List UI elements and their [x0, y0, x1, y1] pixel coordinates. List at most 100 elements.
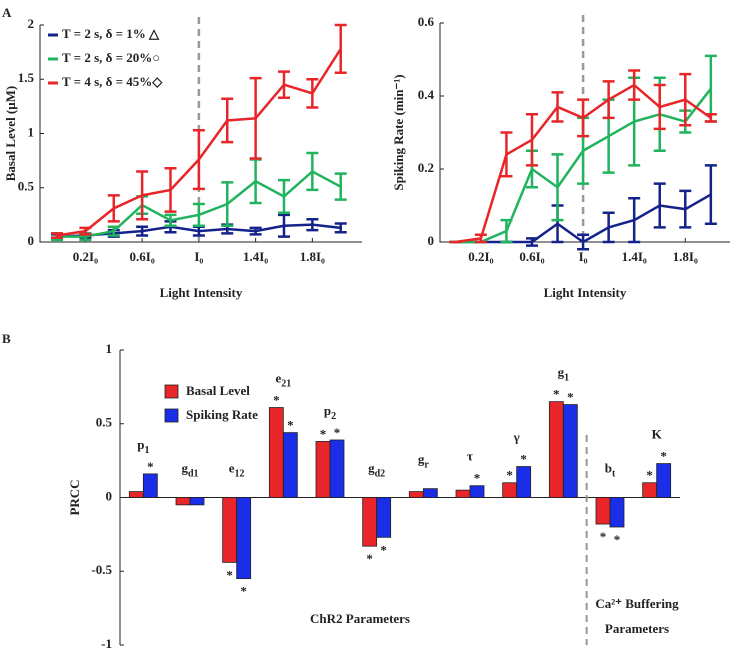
- y-tick-label: 0.5: [18, 179, 35, 194]
- category-label: gd1: [181, 460, 198, 479]
- x-axis-label: Light Intensity: [544, 285, 627, 300]
- significance-star: *: [334, 425, 341, 440]
- y-tick-label: 1: [28, 124, 35, 139]
- error-bar: [474, 233, 487, 244]
- bar: [516, 466, 532, 498]
- bar: [315, 441, 331, 498]
- error-bar: [551, 91, 564, 123]
- bar: [422, 488, 438, 498]
- error-bar: [277, 70, 290, 99]
- error-bar: [164, 213, 177, 227]
- error-bar: [704, 164, 717, 225]
- legend-swatch: [164, 384, 179, 399]
- significance-star: *: [567, 390, 574, 405]
- y-tick-label: 0.2: [418, 160, 434, 175]
- error-bar: [306, 151, 319, 192]
- x-tick-label: I₀: [579, 249, 588, 264]
- y-tick-label: 1.5: [18, 70, 35, 85]
- label-sub: r: [424, 460, 429, 471]
- error-bar: [577, 233, 590, 251]
- significance-star: *: [646, 468, 653, 483]
- y-tick-label: 0: [428, 233, 435, 248]
- error-bar: [164, 166, 177, 213]
- error-bar: [249, 158, 262, 205]
- significance-star: *: [226, 567, 233, 582]
- error-bar: [221, 181, 234, 227]
- significance-star: *: [553, 387, 560, 402]
- bar: [656, 463, 672, 498]
- significance-star: *: [660, 449, 667, 464]
- category-label: g1: [558, 365, 570, 384]
- panel-label: B: [2, 331, 11, 346]
- x-axis-label: Light Intensity: [160, 285, 243, 300]
- label-sub: 1: [564, 373, 569, 384]
- error-bar: [334, 222, 347, 234]
- group-label: ChR2 Parameters: [310, 611, 410, 626]
- significance-star: *: [520, 452, 527, 467]
- label-base: g: [418, 452, 425, 467]
- error-bar: [628, 196, 641, 244]
- category-label: gd2: [368, 460, 385, 479]
- legend-label: T = 2 s, δ = 20%○: [62, 50, 160, 65]
- legend-label: Spiking Rate: [186, 407, 258, 422]
- error-bar: [551, 153, 564, 222]
- category-label: p1: [137, 437, 149, 456]
- error-bar: [249, 76, 262, 160]
- label-sub: t: [612, 469, 616, 480]
- bar: [175, 497, 191, 506]
- bar: [236, 497, 252, 580]
- label-base: e: [229, 460, 235, 475]
- error-bar: [679, 72, 692, 127]
- label-base: g: [368, 460, 375, 475]
- bar: [189, 497, 205, 506]
- error-bar: [704, 54, 717, 123]
- legend-label: Basal Level: [186, 383, 250, 398]
- error-bar: [679, 189, 692, 229]
- label-base: b: [605, 460, 612, 475]
- legend-label: T = 2 s, δ = 1% △: [62, 26, 160, 41]
- x-tick-label: 1.4I₀: [622, 249, 647, 264]
- y-tick-label: 0: [28, 233, 35, 248]
- bar: [268, 407, 284, 498]
- error-bar: [577, 98, 590, 138]
- error-bar: [107, 194, 120, 223]
- group-label: Parameters: [605, 621, 669, 636]
- label-base: p: [324, 403, 331, 418]
- label-base: g: [181, 460, 188, 475]
- error-bar: [79, 226, 92, 236]
- error-bar: [192, 128, 205, 191]
- bar: [128, 491, 144, 498]
- panel-label: A: [2, 5, 12, 20]
- significance-star: *: [380, 542, 387, 557]
- error-bar: [136, 225, 149, 237]
- y-axis-label: PRCC: [67, 479, 82, 515]
- bar: [408, 491, 424, 498]
- error-bar: [334, 23, 347, 74]
- label-base: e: [275, 371, 281, 386]
- label-sub: 2: [331, 411, 336, 422]
- error-bar: [704, 113, 717, 123]
- label-sub: d2: [375, 469, 386, 480]
- category-label: e12: [229, 460, 245, 479]
- y-tick-label: 0.5: [96, 415, 113, 430]
- y-tick-label: 0.4: [418, 87, 435, 102]
- bar: [469, 485, 485, 498]
- y-tick-label: 0: [106, 488, 113, 503]
- y-tick-label: -1: [101, 636, 112, 650]
- bar: [455, 489, 471, 498]
- y-tick-label: 2: [28, 16, 35, 31]
- legend-swatch: [164, 408, 179, 423]
- error-bar: [306, 78, 319, 109]
- x-tick-label: 0.2I₀: [73, 249, 98, 264]
- error-bar: [500, 218, 513, 244]
- significance-star: *: [474, 471, 481, 486]
- y-axis-label: Spiking Rate (min⁻¹): [391, 74, 406, 190]
- y-tick-label: -0.5: [91, 562, 112, 577]
- y-axis-label: Basal Level (μM): [3, 86, 18, 181]
- category-label: gr: [418, 452, 430, 471]
- x-tick-label: 0.6I₀: [130, 249, 155, 264]
- error-bar: [628, 69, 641, 101]
- category-label: τ: [467, 449, 473, 464]
- y-tick-label: 0.6: [418, 14, 435, 29]
